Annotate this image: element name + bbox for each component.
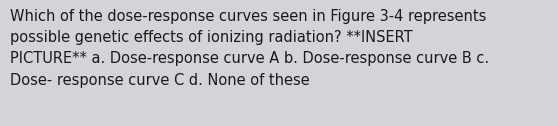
Text: Which of the dose-response curves seen in Figure 3-4 represents
possible genetic: Which of the dose-response curves seen i… (10, 9, 489, 88)
